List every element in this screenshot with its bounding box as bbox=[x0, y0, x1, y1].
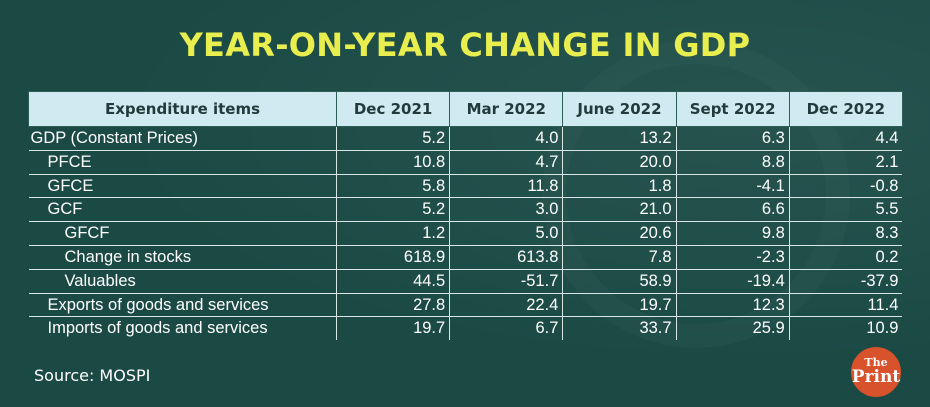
table-cell-value: 6.7 bbox=[449, 316, 563, 341]
row-label: GFCE bbox=[28, 174, 337, 199]
table-cell-value: 44.5 bbox=[335, 269, 450, 294]
table-cell-value: 6.6 bbox=[675, 197, 790, 223]
table-cell-value: -51.7 bbox=[449, 269, 563, 294]
table-cell-value: 20.0 bbox=[562, 150, 677, 175]
gdp-table: Expenditure items Dec 2021 Mar 2022 June… bbox=[28, 91, 903, 341]
table-row: GCF 5.2 3.0 21.0 6.6 5.5 bbox=[28, 197, 903, 223]
table-row: Imports of goods and services 19.7 6.7 33.7… bbox=[29, 316, 903, 341]
table-cell-value: -37.9 bbox=[788, 269, 903, 294]
table-cell-value: 27.8 bbox=[335, 293, 450, 318]
table-cell-value: 1.8 bbox=[562, 174, 677, 199]
table-cell-value: 13.2 bbox=[562, 126, 677, 151]
table-cell-value: 7.8 bbox=[562, 245, 677, 270]
table-cell-value: 33.7 bbox=[562, 316, 677, 341]
table-row: GFCF 1.2 5.0 20.6 9.8 8.3 bbox=[28, 221, 903, 246]
row-label: GFCF bbox=[28, 221, 337, 246]
table-body: GDP (Constant Prices) 5.2 4.0 13.2 6.3 4.4 PFC… bbox=[28, 126, 903, 341]
column-header: June 2022 bbox=[562, 91, 677, 127]
table-cell-value: 4.4 bbox=[788, 126, 903, 151]
row-label: PFCE bbox=[28, 150, 337, 175]
row-label: Imports of goods and services bbox=[47, 319, 268, 338]
table-cell-value: 25.9 bbox=[675, 316, 790, 341]
row-label: GCF bbox=[28, 197, 337, 223]
table-row: PFCE 10.8 4.7 20.0 8.8 2.1 bbox=[28, 150, 903, 175]
table-cell-value: 19.7 bbox=[562, 293, 677, 318]
column-header: Dec 2021 bbox=[335, 91, 451, 127]
table-cell-value: -2.3 bbox=[675, 245, 790, 270]
table-cell-value: -19.4 bbox=[675, 269, 790, 294]
logo-line-1: The bbox=[864, 356, 888, 369]
table-cell-value: 4.7 bbox=[449, 150, 563, 175]
table-cell-value: 613.8 bbox=[449, 245, 563, 270]
row-label: Change in stocks bbox=[28, 245, 337, 270]
table-header-row: Expenditure items Dec 2021 Mar 2022 June… bbox=[28, 91, 903, 127]
table-cell-value: 5.8 bbox=[335, 174, 450, 199]
table-cell-value: 5.5 bbox=[788, 197, 903, 223]
chart-title: YEAR-ON-YEAR CHANGE IN GDP bbox=[179, 26, 751, 64]
column-header: Sept 2022 bbox=[675, 91, 790, 127]
source-note: Source: MOSPI bbox=[34, 366, 151, 385]
table-cell-value: 9.8 bbox=[675, 221, 790, 246]
table-row: Change in stocks 618.9 613.8 7.8 -2.3 0.2 bbox=[28, 245, 903, 270]
table-row: Valuables 44.5 -51.7 58.9 -19.4 -37.9 bbox=[28, 269, 903, 294]
table-cell-value: -4.1 bbox=[675, 174, 790, 199]
table-cell-value: 8.8 bbox=[675, 150, 790, 175]
table-cell-value: 11.8 bbox=[449, 174, 563, 199]
table-row: GFCE 5.8 11.8 1.8 -4.1 -0.8 bbox=[28, 174, 903, 199]
table-row: GDP (Constant Prices) 5.2 4.0 13.2 6.3 4.4 bbox=[28, 126, 903, 151]
table-cell-value: 19.7 bbox=[335, 316, 450, 341]
table-cell-value: 618.9 bbox=[335, 245, 450, 270]
table-cell-value: 1.2 bbox=[335, 221, 450, 246]
column-header: Mar 2022 bbox=[449, 91, 564, 127]
column-header: Dec 2022 bbox=[788, 91, 903, 127]
table-cell-value: 5.2 bbox=[335, 197, 450, 223]
table-cell-value: 0.2 bbox=[788, 245, 903, 270]
table-cell-value: 6.3 bbox=[675, 126, 790, 151]
table-cell-value: 4.0 bbox=[449, 126, 563, 151]
table-cell-value: 22.4 bbox=[449, 293, 563, 318]
table-cell-value: 2.1 bbox=[788, 150, 903, 175]
table-cell-value: 11.4 bbox=[788, 293, 903, 318]
row-label: Exports of goods and services bbox=[28, 293, 337, 318]
table-cell-value: 20.6 bbox=[562, 221, 677, 246]
table-cell-value: -0.8 bbox=[788, 174, 903, 199]
table-cell-value: 12.3 bbox=[675, 293, 790, 318]
table-cell-value: 3.0 bbox=[449, 197, 563, 223]
table-cell-value: 5.0 bbox=[449, 221, 563, 246]
table-cell-value: 10.9 bbox=[788, 316, 903, 341]
table-row: Exports of goods and services 27.8 22.4 19.… bbox=[28, 293, 903, 318]
logo-line-2: Print bbox=[851, 367, 901, 387]
table-cell-value: 10.8 bbox=[335, 150, 450, 175]
row-label: Valuables bbox=[28, 269, 337, 294]
table-cell-value: 5.2 bbox=[335, 126, 450, 151]
table-cell-value: 58.9 bbox=[562, 269, 677, 294]
row-label: GDP (Constant Prices) bbox=[28, 126, 337, 151]
table-cell-value: 21.0 bbox=[562, 197, 677, 223]
column-header: Expenditure items bbox=[28, 91, 337, 127]
table-cell-value: 8.3 bbox=[788, 221, 903, 246]
theprint-logo: The Print bbox=[851, 347, 901, 397]
